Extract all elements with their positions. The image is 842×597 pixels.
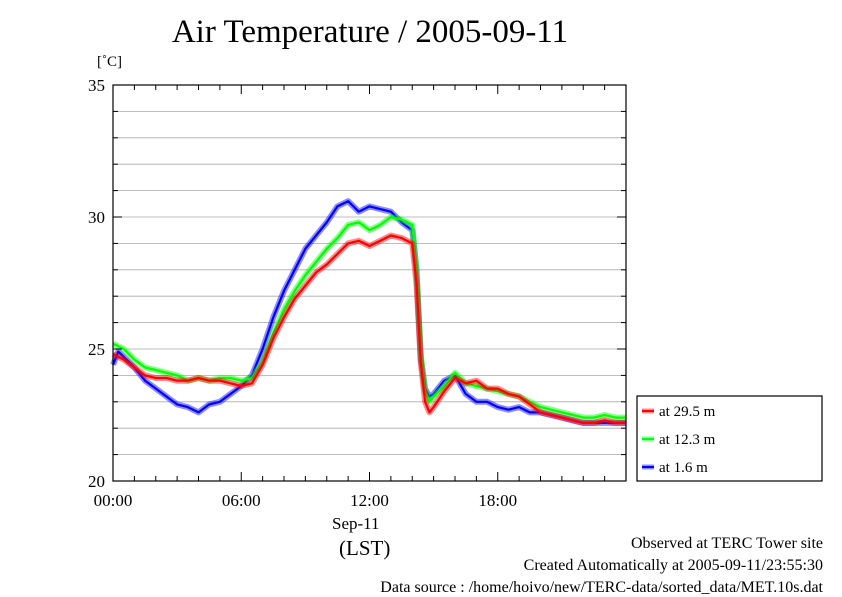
series-line <box>112 234 626 424</box>
legend-label: at 12.3 m <box>659 432 716 448</box>
y-tick-label: 30 <box>88 208 105 227</box>
x-tick-label: 18:00 <box>478 491 517 510</box>
y-tick-label: 25 <box>88 340 105 359</box>
legend: at 29.5 m at 12.3 m at 1.6 m <box>636 395 823 482</box>
series-layer <box>110 198 626 426</box>
legend-box <box>636 395 823 482</box>
axis-ticks: 20 25 30 35 00:00 06:00 12:00 18:00 <box>88 76 626 510</box>
footer-observed-note: Observed at TERC Tower site <box>630 535 823 552</box>
x-axis-timezone-label: (LST) <box>339 536 391 560</box>
grid-lines <box>113 111 626 456</box>
y-tick-label: 35 <box>88 76 105 95</box>
plot-frame <box>112 84 627 482</box>
series-line <box>111 200 626 424</box>
x-axis-date-label: Sep-11 <box>332 514 380 533</box>
y-axis-unit: [˚C] <box>97 54 122 70</box>
x-tick-label: 12:00 <box>350 491 389 510</box>
footer-datasource-note: Data source : /home/hoivo/new/TERC-data/… <box>380 579 823 596</box>
series-line-glow <box>111 232 626 426</box>
legend-label: at 1.6 m <box>659 460 708 476</box>
footer-created-note: Created Automatically at 2005-09-11/23:5… <box>523 557 823 574</box>
series-line-glow <box>110 198 626 426</box>
chart-title: Air Temperature / 2005-09-11 <box>171 14 569 50</box>
x-tick-label: 06:00 <box>222 491 261 510</box>
x-tick-label: 00:00 <box>94 491 133 510</box>
legend-label: at 29.5 m <box>659 404 716 420</box>
y-tick-label: 20 <box>88 472 105 491</box>
